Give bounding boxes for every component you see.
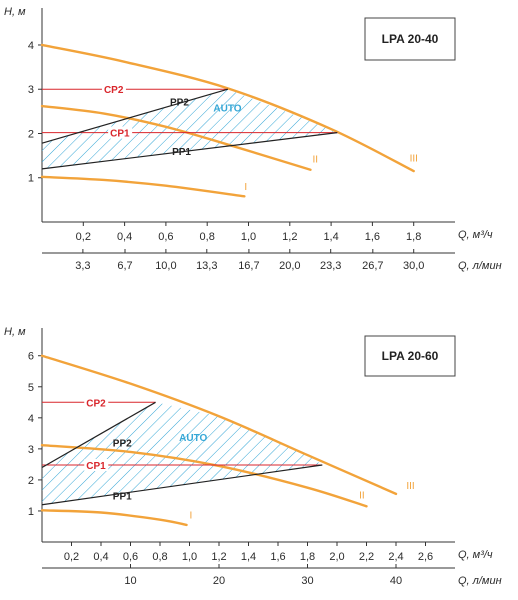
control-label-pp2: PP2: [170, 98, 189, 109]
pump-curve-i: [40, 175, 246, 198]
model-label: LPA 20-60: [382, 349, 439, 363]
x-tick-label: 1,0: [182, 551, 197, 563]
x-tick-label-secondary: 10,0: [155, 260, 176, 272]
x-tick-label-secondary: 20,0: [279, 260, 300, 272]
y-axis-label: H, м: [4, 6, 26, 18]
control-label-cp2: CP2: [86, 398, 106, 409]
x-tick-label-secondary: 6,7: [117, 260, 132, 272]
x-tick-label-secondary: 10: [124, 575, 136, 587]
x-tick-label-secondary: 23,3: [320, 260, 341, 272]
x-axis-label-m3h: Q, м³/ч: [458, 229, 493, 241]
auto-label: AUTO: [179, 433, 207, 444]
auto-region: [42, 89, 338, 169]
pump-curve-iii: [40, 43, 415, 173]
y-tick-label: 6: [28, 351, 34, 363]
x-tick-label: 0,2: [76, 231, 91, 243]
curve-label-iii: III: [406, 481, 414, 492]
x-axis-label-m3h: Q, м³/ч: [458, 549, 493, 561]
x-tick-label: 1,6: [365, 231, 380, 243]
y-tick-label: 4: [28, 40, 34, 52]
x-tick-label-secondary: 16,7: [238, 260, 259, 272]
label-backdrop: [84, 396, 109, 409]
curve-label-iii: III: [410, 153, 418, 164]
x-tick-label: 1,2: [211, 551, 226, 563]
x-tick-label: 0,8: [200, 231, 215, 243]
model-box: [364, 17, 456, 61]
x-tick-label: 2,0: [329, 551, 344, 563]
control-label-cp2: CP2: [104, 85, 124, 96]
control-label-cp1: CP1: [86, 461, 106, 472]
control-line-pp2: [41, 401, 156, 469]
x-tick-label: 1,8: [300, 551, 315, 563]
control-label-cp1: CP1: [110, 129, 130, 140]
chart-lpa-20-40: LPA 20-40 H, м Q, м³/ч Q, л/мин 1 2 3 4 0,2 0,4 0,…: [4, 6, 502, 272]
y-axis-label: H, м: [4, 326, 26, 338]
auto-label: AUTO: [213, 103, 241, 114]
control-label-pp1: PP1: [172, 147, 191, 158]
curve-label-i: I: [190, 511, 193, 522]
control-line-pp1: [41, 464, 323, 506]
model-label: LPA 20-40: [382, 32, 439, 46]
y-tick-label: 2: [28, 475, 34, 487]
x-tick-label: 0,6: [123, 551, 138, 563]
x-tick-label: 2,4: [388, 551, 403, 563]
label-backdrop: [101, 83, 126, 96]
x-tick-label-secondary: 26,7: [362, 260, 383, 272]
x-tick-label: 1,2: [282, 231, 297, 243]
y-tick-label: 5: [28, 382, 34, 394]
x-tick-label-secondary: 40: [390, 575, 402, 587]
y-tick-label: 1: [28, 506, 34, 518]
x-tick-label: 0,4: [93, 551, 108, 563]
auto-region: [42, 402, 323, 505]
x-tick-label: 1,6: [270, 551, 285, 563]
x-tick-label: 1,4: [323, 231, 338, 243]
x-tick-label: 0,8: [152, 551, 167, 563]
x-tick-label-secondary: 20: [213, 575, 225, 587]
control-line-pp2: [41, 88, 229, 144]
x-tick-label: 2,2: [359, 551, 374, 563]
label-backdrop: [108, 126, 133, 139]
pump-curve-iii: [40, 354, 398, 496]
control-label-pp1: PP1: [113, 491, 132, 502]
x-tick-label-secondary: 30: [301, 575, 313, 587]
curve-label-ii: II: [359, 491, 365, 502]
x-tick-label: 2,6: [418, 551, 433, 563]
y-tick-label: 2: [28, 128, 34, 140]
x-axis-label-lmin: Q, л/мин: [458, 575, 502, 587]
x-tick-label: 0,2: [64, 551, 79, 563]
model-box: [364, 335, 456, 377]
curve-label-ii: II: [313, 154, 319, 165]
x-tick-label: 0,4: [117, 231, 132, 243]
pump-curve-ii: [40, 104, 312, 171]
x-tick-label-secondary: 3,3: [75, 260, 90, 272]
x-tick-label-secondary: 30,0: [403, 260, 424, 272]
pump-curve-i: [40, 509, 188, 527]
x-axis-label-lmin: Q, л/мин: [458, 260, 502, 272]
y-tick-label: 3: [28, 84, 34, 96]
control-label-pp2: PP2: [113, 439, 132, 450]
pump-curve-ii: [40, 443, 368, 508]
x-tick-label: 1,0: [241, 231, 256, 243]
x-tick-label: 1,4: [241, 551, 256, 563]
chart-lpa-20-60: LPA 20-60 H, м Q, м³/ч Q, л/мин 1 2 3 4 5 6 0,2 0,4…: [4, 326, 502, 587]
x-tick-label-secondary: 13,3: [196, 260, 217, 272]
label-backdrop: [84, 459, 109, 472]
y-tick-label: 1: [28, 173, 34, 185]
y-tick-label: 4: [28, 413, 34, 425]
curve-label-i: I: [244, 182, 247, 193]
x-tick-label: 0,6: [158, 231, 173, 243]
x-tick-label: 1,8: [406, 231, 421, 243]
control-line-pp1: [41, 132, 338, 170]
y-tick-label: 3: [28, 444, 34, 456]
